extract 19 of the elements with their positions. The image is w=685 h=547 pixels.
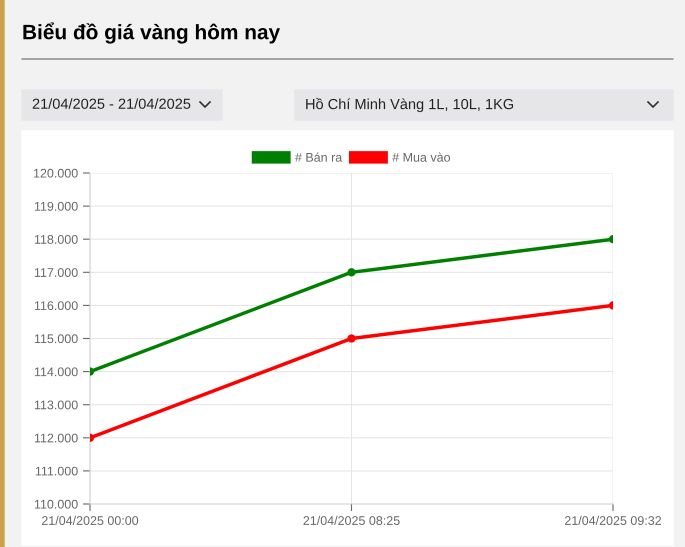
x-tick-label: 21/04/2025 08:25 — [303, 516, 400, 525]
y-tick-label: 120.000 — [34, 168, 78, 178]
legend-label: # Mua vào — [392, 152, 450, 162]
y-tick-label: 110.000 — [34, 500, 78, 509]
y-tick-label: 115.000 — [34, 334, 78, 344]
y-tick-label: 111.000 — [36, 466, 78, 476]
text: 21/04/2025 - 21/04/2025 — [32, 98, 190, 109]
chart-title: Biểu đồ giá vàng hôm nay — [23, 22, 280, 44]
y-tick-label: 116.000 — [34, 301, 78, 310]
y-tick-label: 114.000 — [34, 367, 78, 376]
legend-label: # Bán ra — [295, 152, 342, 162]
y-tick-label: 112.000 — [34, 434, 78, 442]
x-tick-label: 21/04/2025 00:00 — [42, 516, 138, 525]
x-tick-label: 21/04/2025 09:32 — [564, 516, 662, 525]
text: Hồ Chí Minh Vàng 1L, 10L, 1KG — [306, 98, 514, 112]
y-tick-label: 113.000 — [34, 400, 78, 410]
y-tick-label: 118.000 — [34, 235, 78, 244]
y-tick-label: 117.000 — [34, 268, 78, 277]
y-tick-label: 119.000 — [34, 202, 78, 211]
